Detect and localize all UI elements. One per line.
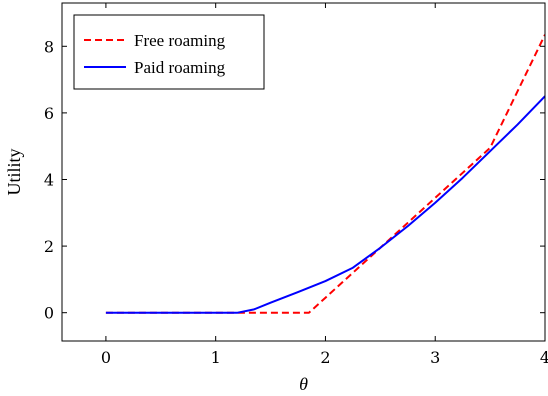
legend-box (73, 14, 265, 90)
plot-area (105, 34, 545, 314)
legend-label-1: Free roaming (134, 31, 226, 50)
axes: 0 1 2 3 4 0 2 4 6 8 (44, 2, 548, 367)
x-tick-label: 0 (101, 348, 111, 367)
plot-frame (61, 2, 546, 342)
y-tick-label: 2 (44, 237, 54, 256)
y-tick-label: 0 (44, 304, 54, 323)
y-tick-label: 8 (44, 37, 54, 56)
y-axis-label: Utility (4, 148, 24, 195)
y-tick-label: 6 (44, 104, 54, 123)
legend-label-2: Paid roaming (134, 58, 226, 77)
x-tick-label: 3 (430, 348, 440, 367)
legend: Free roaming Paid roaming (73, 14, 265, 90)
x-tick-label: 2 (320, 348, 330, 367)
series-line-2 (105, 95, 545, 314)
x-tick-label: 4 (540, 348, 548, 367)
y-tick-label: 4 (44, 170, 54, 189)
x-tick-label: 1 (211, 348, 221, 367)
x-axis-label: θ (299, 374, 308, 394)
